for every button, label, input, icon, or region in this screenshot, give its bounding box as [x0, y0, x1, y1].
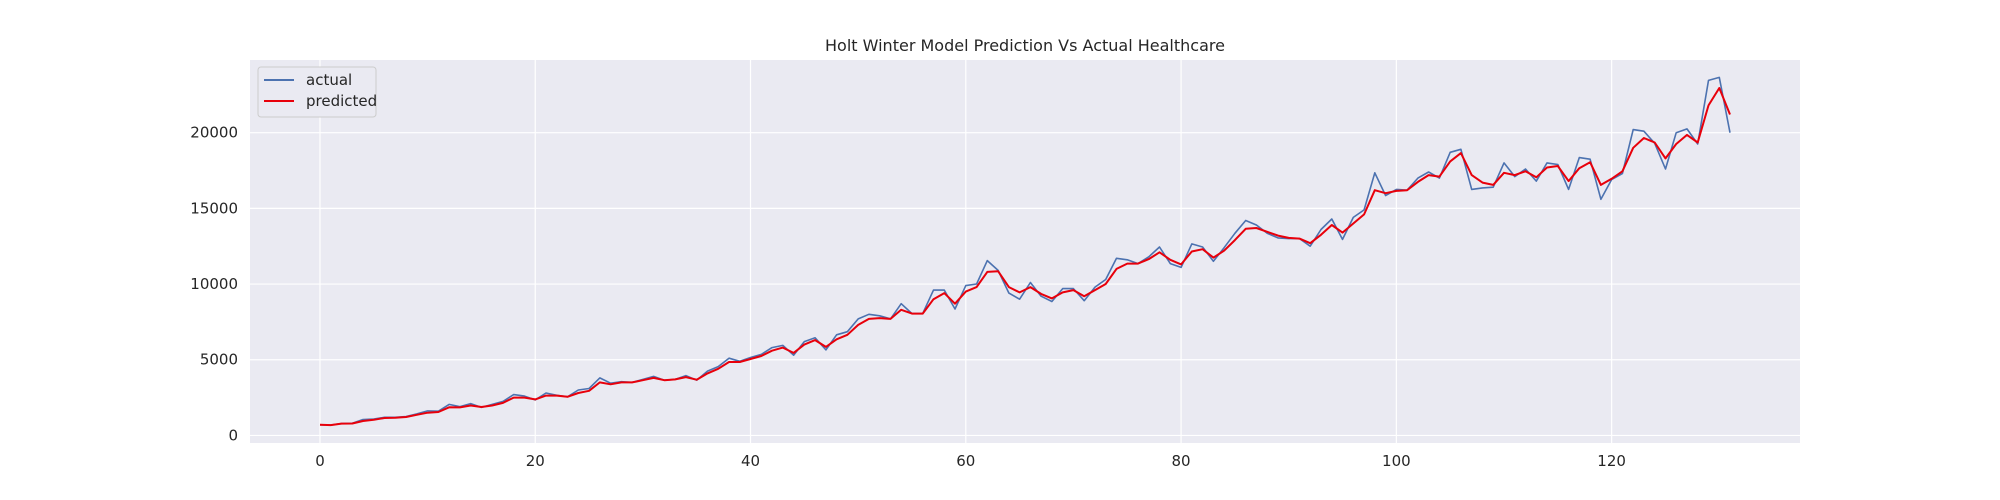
- x-tick-label: 80: [1172, 452, 1191, 470]
- x-tick-label: 120: [1597, 452, 1626, 470]
- y-tick-label: 10000: [190, 275, 238, 293]
- x-tick-label: 40: [741, 452, 760, 470]
- y-tick-label: 5000: [200, 351, 238, 369]
- plot-area-background: [250, 60, 1800, 443]
- series-lines: [319, 76, 1731, 427]
- legend-label-actual: actual: [306, 71, 352, 89]
- y-tick-label: 15000: [190, 199, 238, 217]
- y-tick-label: 0: [228, 426, 238, 444]
- series-line-predicted: [319, 87, 1731, 427]
- x-axis-tick-labels: 0 20 40 60 80 100 120: [315, 452, 1626, 470]
- legend: actual predicted: [257, 66, 377, 118]
- x-tick-label: 100: [1382, 452, 1411, 470]
- x-tick-label: 0: [315, 452, 325, 470]
- chart-title: Holt Winter Model Prediction Vs Actual H…: [825, 36, 1225, 55]
- horizontal-grid-lines: [250, 132, 1800, 437]
- x-tick-label: 60: [956, 452, 975, 470]
- y-tick-label: 20000: [190, 124, 238, 142]
- vertical-grid-lines: [319, 60, 1613, 443]
- y-axis-tick-labels: 0 5000 10000 15000 20000: [190, 124, 238, 445]
- legend-label-predicted: predicted: [306, 92, 377, 110]
- x-tick-label: 20: [526, 452, 545, 470]
